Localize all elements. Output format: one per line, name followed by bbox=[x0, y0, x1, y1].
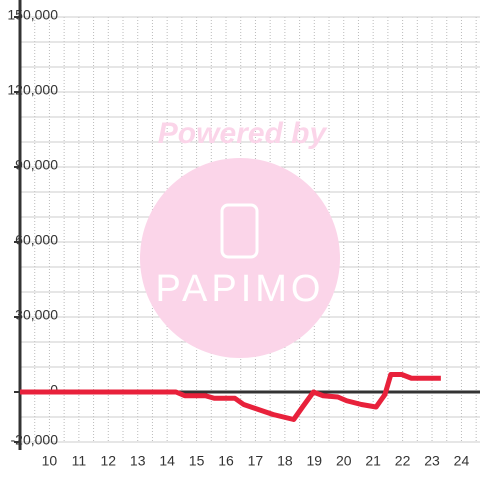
x-tick-label: 12 bbox=[101, 453, 117, 469]
y-tick-label: 150,000 bbox=[7, 7, 58, 23]
watermark-text: Powered by bbox=[158, 117, 328, 150]
y-tick-label: 30,000 bbox=[15, 307, 58, 323]
y-tick-label: 120,000 bbox=[7, 82, 58, 98]
x-tick-label: 22 bbox=[395, 453, 411, 469]
y-tick-label: 60,000 bbox=[15, 232, 58, 248]
x-tick-label: 17 bbox=[248, 453, 264, 469]
x-tick-label: 16 bbox=[218, 453, 234, 469]
watermark-text: PAPIMO bbox=[156, 268, 325, 310]
x-tick-label: 20 bbox=[336, 453, 352, 469]
x-tick-label: 10 bbox=[42, 453, 58, 469]
x-tick-label: 15 bbox=[189, 453, 205, 469]
x-tick-label: 13 bbox=[130, 453, 146, 469]
x-tick-label: 24 bbox=[454, 453, 470, 469]
x-tick-label: 23 bbox=[424, 453, 440, 469]
watermark-icon bbox=[220, 203, 259, 259]
x-tick-label: 21 bbox=[365, 453, 381, 469]
y-tick-label: -20,000 bbox=[11, 432, 59, 448]
y-tick-label: 90,000 bbox=[15, 157, 58, 173]
x-tick-label: 11 bbox=[72, 453, 87, 469]
x-tick-label: 19 bbox=[307, 453, 323, 469]
x-tick-label: 18 bbox=[277, 453, 293, 469]
watermark: Powered by PAPIMO bbox=[140, 117, 340, 358]
line bbox=[20, 372, 441, 422]
x-tick-label: 14 bbox=[159, 453, 175, 469]
